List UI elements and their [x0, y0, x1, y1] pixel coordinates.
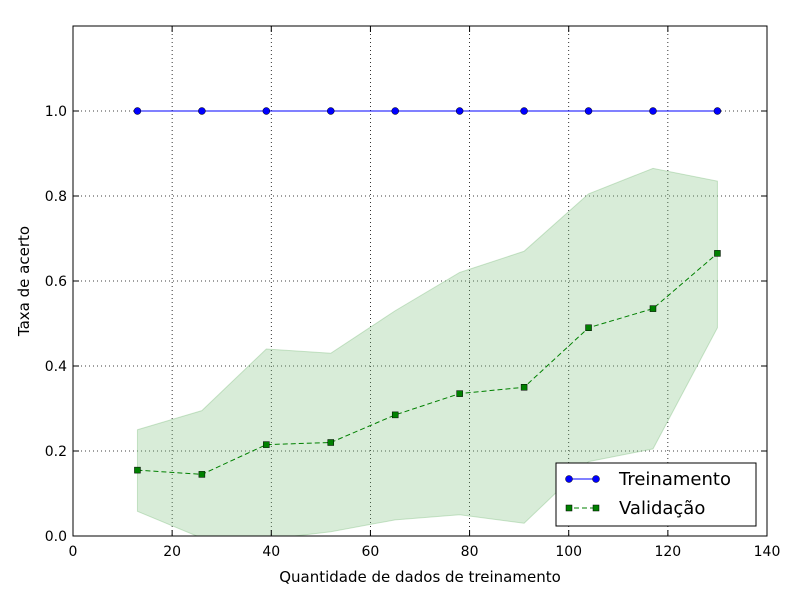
validation-line	[137, 252, 718, 475]
training-point	[391, 107, 399, 115]
y-tick-label: 0.4	[45, 359, 67, 375]
validation-point	[456, 390, 463, 397]
legend-marker-training	[565, 475, 573, 483]
validation-point	[327, 439, 335, 446]
series-layer	[133, 107, 722, 478]
validation-point	[391, 411, 399, 419]
training-point	[133, 107, 142, 115]
x-axis-label: Quantidade de dados de treinamento	[279, 568, 561, 586]
legend-marker-training	[592, 475, 600, 483]
x-tick-label: 140	[754, 544, 781, 560]
legend-label-validation: Validação	[619, 498, 705, 519]
validation-point	[585, 324, 592, 331]
training-point	[713, 107, 722, 115]
x-tick-label: 0	[69, 544, 78, 560]
x-tick-label: 120	[654, 544, 681, 560]
training-point	[262, 107, 271, 115]
training-point	[455, 107, 464, 115]
validation-point	[649, 305, 657, 312]
legend-label-training: Treinamento	[618, 469, 731, 490]
y-tick-label: 1.0	[45, 104, 67, 120]
y-axis-label: Taxa de acerto	[15, 226, 33, 337]
validation-point	[714, 250, 721, 257]
x-tick-label: 100	[555, 544, 582, 560]
validation-point	[263, 441, 270, 448]
validation-point	[134, 466, 141, 474]
x-tick-label: 60	[362, 544, 380, 560]
training-point	[198, 107, 206, 115]
legend: Treinamento Validação	[555, 462, 757, 527]
legend-box	[555, 462, 757, 527]
training-point	[584, 107, 593, 115]
training-point	[520, 107, 528, 115]
y-tick-label: 0.2	[45, 444, 67, 460]
validation-point	[520, 384, 528, 391]
ticks: 0 20 40 60 80 100 120 140 0.0 0.2 0.4 0.6 0.8 1.0	[45, 26, 781, 560]
y-tick-label: 0.6	[45, 274, 67, 290]
y-tick-label: 0.8	[45, 189, 67, 205]
training-point	[327, 107, 335, 115]
training-point	[649, 107, 657, 115]
legend-marker-validation	[565, 504, 573, 512]
y-tick-label: 0.0	[45, 529, 67, 545]
x-tick-label: 20	[163, 544, 181, 560]
validation-point	[198, 471, 206, 478]
legend-marker-validation	[592, 504, 600, 512]
validation-band	[136, 167, 718, 536]
x-tick-label: 80	[461, 544, 479, 560]
band-layer	[136, 167, 718, 536]
axis-labels: Quantidade de dados de treinamento Taxa …	[15, 226, 561, 586]
x-tick-label: 40	[262, 544, 280, 560]
